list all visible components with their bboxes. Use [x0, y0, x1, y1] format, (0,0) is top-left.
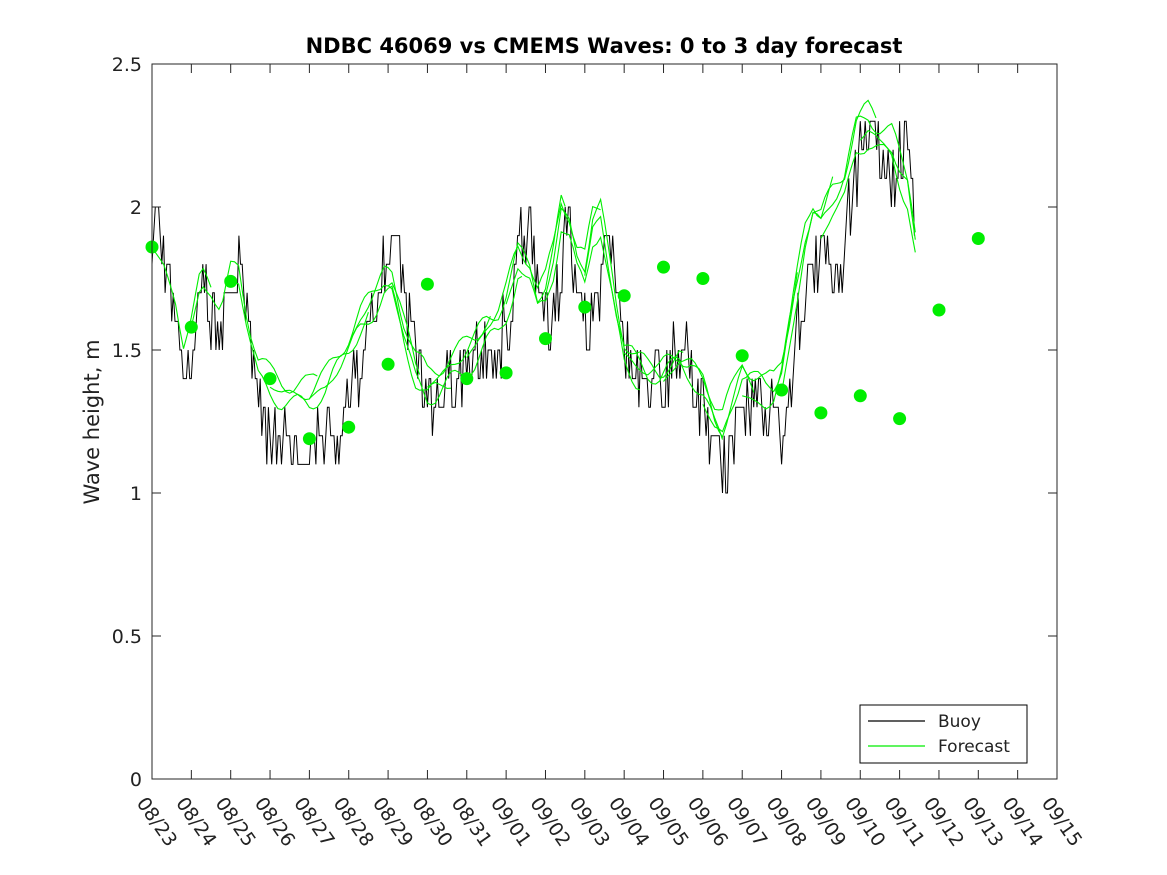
x-tick-label: 08/24	[171, 793, 220, 850]
y-tick-label: 1.5	[112, 340, 142, 362]
y-tick-label: 1	[130, 483, 142, 505]
forecast-marker	[184, 320, 198, 334]
x-tick-label: 08/25	[211, 793, 260, 850]
forecast-marker	[932, 303, 946, 317]
legend: Buoy Forecast	[859, 704, 1028, 764]
forecast-marker	[971, 232, 985, 245]
y-tick-label: 0	[130, 769, 142, 791]
x-tick-label: 09/06	[683, 793, 732, 850]
x-tick-label: 09/04	[604, 793, 653, 850]
x-tick-label: 08/28	[329, 793, 378, 850]
x-tick-label: 09/09	[801, 793, 850, 850]
forecast-line	[820, 144, 916, 253]
forecast-line	[387, 275, 523, 406]
forecast-line	[190, 260, 318, 394]
x-tick-label: 08/31	[447, 793, 496, 850]
forecast-marker	[342, 420, 356, 434]
forecast-line	[544, 197, 684, 379]
forecast-line	[348, 265, 491, 377]
forecast-line	[663, 272, 798, 411]
forecast-marker	[853, 389, 867, 403]
legend-buoy-label: Buoy	[938, 712, 981, 732]
forecast-marker	[539, 332, 552, 346]
x-tick-label: 09/01	[486, 793, 535, 850]
forecast-line	[427, 194, 566, 388]
forecast-marker	[499, 366, 513, 380]
forecast-marker	[224, 274, 238, 288]
forecast-marker	[381, 357, 395, 371]
forecast-marker	[420, 277, 434, 291]
axes-group	[151, 63, 1058, 780]
y-axis-label: Wave height, m	[80, 339, 104, 504]
forecast-marker	[263, 372, 277, 386]
x-tick-label: 09/14	[998, 793, 1047, 850]
forecast-line	[584, 215, 724, 440]
x-tick-label: 09/13	[958, 793, 1007, 850]
forecast-line	[859, 129, 916, 233]
x-tick-label: 08/27	[289, 793, 338, 850]
forecast-marker	[617, 289, 631, 303]
x-tick-label: 09/08	[761, 793, 810, 850]
x-tick-label: 09/10	[840, 793, 889, 850]
forecast-marker	[578, 300, 592, 314]
x-tick-label: 09/12	[919, 793, 968, 850]
forecast-line	[309, 285, 452, 400]
y-tick-label: 2	[130, 197, 142, 219]
forecast-line	[781, 115, 916, 393]
x-tick-label: 09/07	[722, 793, 771, 850]
y-tick-label: 2.5	[112, 54, 142, 76]
forecast-line	[269, 282, 421, 401]
forecast-marker	[302, 432, 316, 446]
forecast-marker	[696, 272, 710, 285]
x-tick-label: 09/02	[525, 793, 574, 850]
forecast-marker	[460, 372, 474, 386]
x-tick-label: 09/03	[565, 793, 614, 850]
forecast-marker	[657, 260, 670, 274]
buoy-line	[151, 120, 915, 494]
forecast-series-group	[151, 99, 916, 440]
forecast-line	[466, 201, 601, 358]
forecast-line	[742, 99, 877, 410]
x-tick-label: 08/29	[368, 793, 417, 850]
forecast-marker	[775, 383, 789, 397]
chart-title: NDBC 46069 vs CMEMS Waves: 0 to 3 day fo…	[306, 34, 903, 58]
forecast-markers-group	[145, 232, 985, 446]
forecast-line	[623, 352, 755, 439]
forecast-marker	[893, 412, 907, 426]
x-tick-label: 08/30	[407, 793, 456, 850]
forecast-marker	[814, 406, 828, 420]
x-tick-label: 08/26	[250, 793, 299, 850]
x-tick-label: 09/15	[1037, 793, 1086, 850]
buoy-series-group	[151, 120, 915, 494]
forecast-marker	[735, 349, 749, 363]
x-tick-label: 09/11	[880, 793, 929, 850]
plot-frame	[151, 63, 1058, 780]
forecast-line	[151, 246, 212, 349]
x-tick-label: 09/05	[643, 793, 692, 850]
x-tick-label: 08/23	[132, 793, 181, 850]
legend-forecast-label: Forecast	[938, 737, 1010, 757]
legend-box	[859, 704, 1028, 764]
y-tick-label: 0.5	[112, 626, 142, 648]
forecast-line	[702, 176, 834, 433]
